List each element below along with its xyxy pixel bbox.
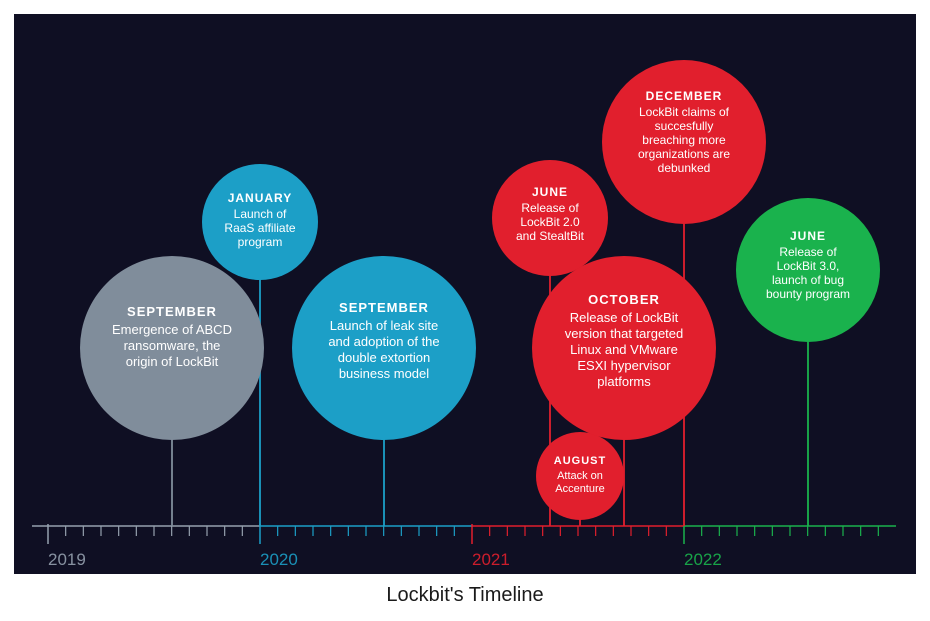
bubble-desc-line: LockBit claims of [639, 105, 730, 119]
bubble-desc-line: ransomware, the [124, 338, 221, 353]
bubble-desc-line: Release of [779, 245, 837, 259]
bubble-month: SEPTEMBER [127, 304, 217, 319]
bubble-desc-line: Linux and VMware [570, 342, 678, 357]
bubble-desc-line: and StealtBit [516, 229, 585, 243]
bubble-desc-line: ESXI hypervisor [577, 358, 671, 373]
bubble-desc-line: organizations are [638, 147, 730, 161]
bubble-month: JUNE [532, 185, 568, 199]
event-bubble-2021-dec: DECEMBER LockBit claims ofsuccesfullybrea… [602, 60, 766, 224]
bubble-month: JANUARY [228, 191, 293, 205]
bubble-desc-line: Accenture [555, 483, 605, 495]
bubble-desc-line: RaaS affiliate [224, 221, 295, 235]
bubble-desc-line: launch of bug [772, 273, 844, 287]
bubble-desc-line: LockBit 3.0, [777, 259, 840, 273]
event-bubble-2020-jan: JANUARY Launch ofRaaS affiliateprogram [202, 164, 318, 280]
bubble-month: JUNE [790, 229, 826, 243]
bubble-desc-line: version that targeted [565, 326, 684, 341]
bubble-desc-line: bounty program [766, 287, 850, 301]
bubble-desc-line: program [238, 235, 283, 249]
bubble-desc-line: Emergence of ABCD [112, 322, 232, 337]
event-bubble-2019-sep: SEPTEMBER Emergence of ABCDransomware, th… [80, 256, 264, 440]
bubble-month: DECEMBER [646, 89, 723, 103]
event-bubble-2021-oct: OCTOBER Release of LockBitversion that ta… [532, 256, 716, 440]
event-bubble-2022-jun: JUNE Release ofLockBit 3.0,launch of bugb… [736, 198, 880, 342]
bubble-desc-line: Launch of leak site [330, 318, 438, 333]
event-bubble-2021-jun: JUNE Release ofLockBit 2.0and StealtBit [492, 160, 608, 276]
bubble-desc-line: Release of LockBit [570, 310, 679, 325]
bubble-desc-line: origin of LockBit [126, 354, 219, 369]
bubble-month: SEPTEMBER [339, 300, 429, 315]
event-bubble-2020-sep: SEPTEMBER Launch of leak siteand adoption… [292, 256, 476, 440]
bubble-desc-line: Launch of [234, 207, 287, 221]
year-label: 2020 [260, 550, 298, 569]
year-label: 2019 [48, 550, 86, 569]
year-label: 2022 [684, 550, 722, 569]
bubble-desc-line: LockBit 2.0 [520, 215, 580, 229]
timeline-svg: 2019 2020 2021 2022 SEPTEMBER Emergence of AB… [14, 14, 916, 574]
bubble-month: OCTOBER [588, 292, 660, 307]
bubble-desc-line: Attack on [557, 470, 603, 482]
bubble-desc-line: debunked [658, 161, 711, 175]
bubble-month: AUGUST [554, 455, 606, 467]
bubble-desc-line: double extortion [338, 350, 431, 365]
bubble-desc-line: breaching more [642, 133, 726, 147]
timeline-stage: 2019 2020 2021 2022 SEPTEMBER Emergence of AB… [14, 14, 916, 574]
event-bubble-2021-aug: AUGUST Attack onAccenture [536, 432, 624, 520]
year-label: 2021 [472, 550, 510, 569]
bubble-desc-line: platforms [597, 374, 651, 389]
caption: Lockbit's Timeline [14, 574, 916, 607]
bubble-desc-line: business model [339, 366, 429, 381]
bubble-desc-line: and adoption of the [328, 334, 439, 349]
bubble-desc-line: succesfully [655, 119, 714, 133]
bubble-desc-line: Release of [521, 201, 579, 215]
